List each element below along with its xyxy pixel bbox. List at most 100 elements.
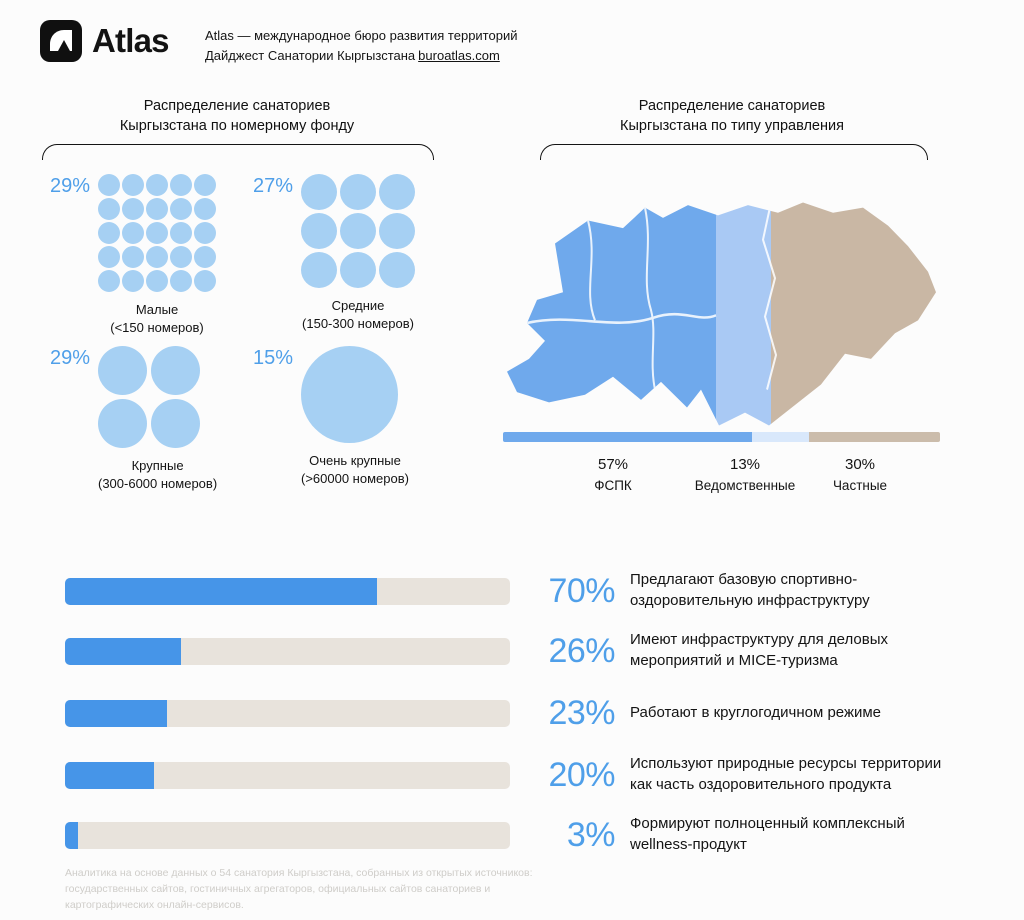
footer-note: Аналитика на основе данных о 54 санатори… — [65, 867, 533, 911]
group-body: Средние (150-300 номеров) — [301, 174, 415, 333]
group-range: (<150 номеров) — [110, 320, 204, 336]
circle-dot — [194, 174, 216, 196]
circle-dot — [194, 246, 216, 268]
feature-percentage: 20% — [548, 755, 615, 794]
bar-fill — [65, 761, 154, 789]
circle-dot — [98, 222, 120, 244]
feature-description: Имеют инфраструктуру для деловых меропри… — [630, 631, 888, 669]
circle-dot — [98, 174, 120, 196]
map-region-borders — [526, 202, 778, 390]
circle-dot — [301, 252, 337, 288]
bar-fill — [65, 821, 79, 849]
bar-track — [65, 761, 510, 789]
feature-description: Работают в круглогодичном режиме — [630, 703, 882, 721]
size-group-large: 29% Крупные (300-6000 номеров) — [50, 346, 217, 493]
map-region-private — [771, 202, 936, 426]
circle-dot — [122, 222, 144, 244]
atlas-logo-icon — [40, 20, 82, 62]
feature-description: Предлагают базовую спортивно-оздоровител… — [630, 571, 870, 609]
group-body: Очень крупные (>60000 номеров) — [301, 346, 409, 488]
feature-percentage: 23% — [548, 693, 615, 732]
segment-private — [808, 432, 940, 442]
circle-dot — [146, 222, 168, 244]
circle-dot — [194, 222, 216, 244]
feature-row: 3% Формируют полноценный комплексный wel… — [65, 807, 975, 863]
circle-dot — [170, 222, 192, 244]
management-title-line1: Распределение санаториев — [638, 98, 826, 114]
segment-name: Частные — [832, 478, 888, 493]
bar-track — [65, 637, 510, 665]
group-body: Малые (<150 номеров) — [98, 174, 216, 337]
circle-dot — [301, 213, 337, 249]
group-percentage: 27% — [253, 175, 294, 197]
header-description: Atlas — международное бюро развития терр… — [205, 26, 517, 65]
circle-dot — [146, 198, 168, 220]
management-title-line2: Кыргызстана по типу управления — [620, 118, 844, 135]
segment-name: ФСПК — [594, 478, 632, 493]
circle-dot — [151, 346, 200, 395]
rooms-section-title: Распределение санаториев Кыргызстана по … — [42, 96, 432, 137]
map-region-departmental — [716, 202, 771, 426]
circle-dot — [301, 346, 398, 443]
atlas-logo: Atlas — [40, 20, 170, 62]
circle-dot — [340, 252, 376, 288]
group-name: Малые — [135, 302, 179, 317]
circle-grid-small — [98, 174, 216, 292]
bar-fill — [65, 637, 181, 665]
header-line2: Дайджест Санатории Кыргызстана buroatlas.… — [205, 46, 517, 66]
circle-dot — [170, 270, 192, 292]
circle-dot — [151, 399, 200, 448]
group-name: Крупные — [131, 458, 184, 473]
circle-grid-medium — [301, 174, 415, 288]
bar-track — [65, 577, 510, 605]
group-percentage: 29% — [50, 347, 91, 369]
circle-dot — [98, 270, 120, 292]
circle-dot — [301, 174, 337, 210]
group-name: Очень крупные — [309, 453, 401, 468]
circle-dot — [122, 198, 144, 220]
circle-dot — [170, 246, 192, 268]
group-range: (300-6000 номеров) — [98, 476, 218, 492]
size-group-xlarge: 15% Очень крупные (>60000 номеров) — [253, 346, 409, 488]
segment-departmental — [752, 432, 809, 442]
circle-dot — [379, 252, 415, 288]
feature-row: 23% Работают в круглогодичном режиме — [65, 685, 975, 741]
bar-track — [65, 821, 510, 849]
group-percentage: 29% — [50, 175, 91, 197]
group-name: Средние — [331, 298, 385, 313]
bar-fill — [65, 577, 377, 605]
circle-dot — [98, 399, 147, 448]
group-body: Крупные (300-6000 номеров) — [98, 346, 217, 493]
buroatlas-link[interactable]: buroatlas.com — [418, 47, 500, 63]
segment-label-fspk: 57% ФСПК — [503, 456, 723, 493]
feature-row: 70% Предлагают базовую спортивно-оздоров… — [65, 563, 975, 619]
circle-dot — [98, 198, 120, 220]
segment-percentage: 13% — [729, 456, 761, 473]
circle-dot — [122, 174, 144, 196]
management-section-title: Распределение санаториев Кыргызстана по … — [538, 96, 926, 137]
segment-percentage: 30% — [844, 456, 876, 473]
rooms-title-line2: Кыргызстана по номерному фонду — [119, 118, 355, 135]
circle-dot — [146, 174, 168, 196]
size-group-medium: 27% Средние (150-300 номеров) — [253, 174, 415, 333]
header-line2-text: Дайджест Санатории Кыргызстана — [205, 47, 416, 63]
segment-percentage: 57% — [597, 456, 629, 473]
group-range: (150-300 номеров) — [302, 316, 414, 332]
feature-row: 26% Имеют инфраструктуру для деловых мер… — [65, 623, 975, 679]
circle-grid-xlarge — [301, 346, 409, 443]
circle-dot — [379, 174, 415, 210]
size-group-small: 29% Малые (<150 номеров) — [50, 174, 216, 337]
group-percentage: 15% — [253, 347, 294, 369]
circle-grid-large — [98, 346, 217, 448]
management-bracket — [540, 144, 928, 160]
segment-name: Ведомственные — [694, 478, 796, 493]
atlas-logo-glyph — [50, 30, 72, 51]
circle-dot — [340, 213, 376, 249]
group-caption: Крупные (300-6000 номеров) — [98, 457, 217, 493]
bar-fill — [65, 699, 168, 727]
group-caption: Средние (150-300 номеров) — [301, 297, 415, 333]
feature-description: Используют природные ресурсы территории … — [630, 755, 942, 793]
kyrgyzstan-map-svg — [507, 202, 936, 426]
group-caption: Очень крупные (>60000 номеров) — [301, 452, 409, 488]
